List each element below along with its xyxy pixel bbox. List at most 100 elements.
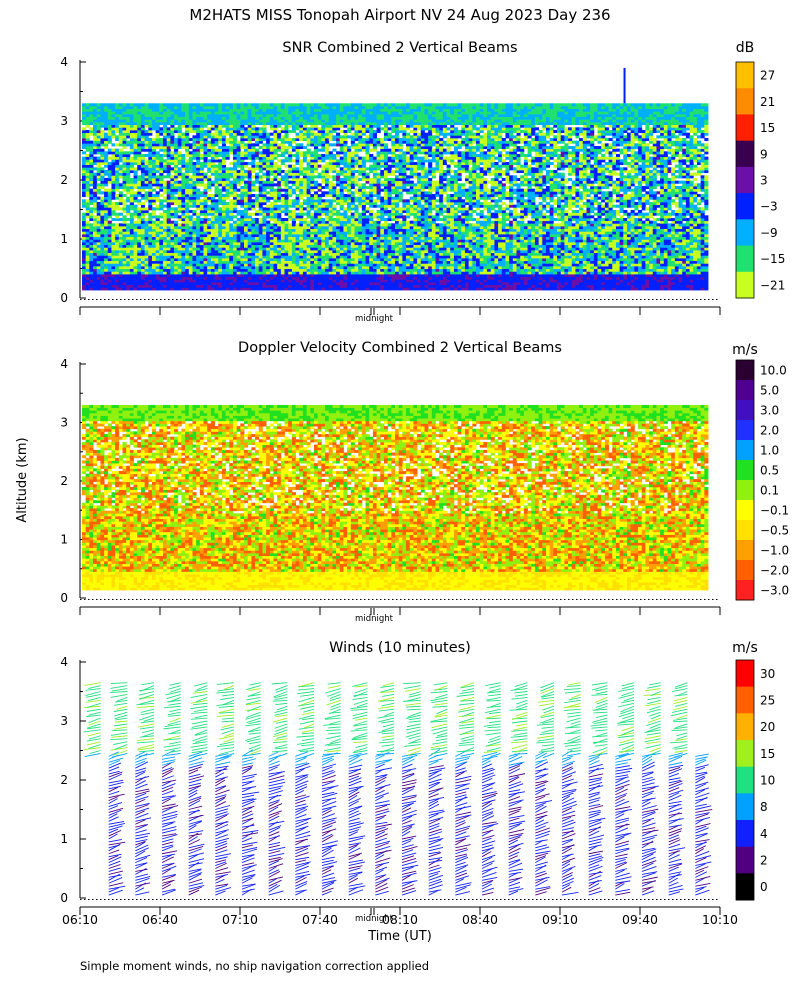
heatmap-cell xyxy=(273,237,277,240)
heatmap-cell xyxy=(126,141,130,144)
heatmap-cell xyxy=(100,285,104,288)
heatmap-cell xyxy=(259,199,263,202)
heatmap-cell xyxy=(347,263,351,266)
heatmap-cell xyxy=(148,103,152,106)
heatmap-cell xyxy=(288,231,292,234)
heatmap-cell xyxy=(111,207,115,210)
heatmap-cell xyxy=(93,239,97,242)
heatmap-cell xyxy=(303,287,307,290)
heatmap-cell xyxy=(248,173,252,176)
heatmap-cell xyxy=(343,213,347,216)
heatmap-cell xyxy=(108,199,112,202)
heatmap-cell xyxy=(134,109,138,112)
heatmap-cell xyxy=(292,175,296,178)
heatmap-cell xyxy=(229,181,233,184)
heatmap-cell xyxy=(314,167,318,170)
heatmap-cell xyxy=(229,274,233,277)
heatmap-cell xyxy=(134,143,138,146)
heatmap-cell xyxy=(134,239,138,242)
heatmap-cell xyxy=(104,231,108,234)
heatmap-cell xyxy=(303,245,307,248)
heatmap-cell xyxy=(343,133,347,136)
heatmap-cell xyxy=(270,151,274,154)
heatmap-cell xyxy=(200,277,204,280)
heatmap-cell xyxy=(255,253,259,256)
heatmap-cell xyxy=(156,258,160,261)
heatmap-cell xyxy=(351,141,355,144)
heatmap-cell xyxy=(89,181,93,184)
heatmap-cell xyxy=(82,191,86,194)
heatmap-cell xyxy=(336,141,340,144)
heatmap-cell xyxy=(299,245,303,248)
heatmap-cell xyxy=(358,106,362,109)
heatmap-cell xyxy=(332,130,336,133)
heatmap-cell xyxy=(111,114,115,117)
heatmap-cell xyxy=(296,239,300,242)
heatmap-cell xyxy=(336,285,340,288)
heatmap-cell xyxy=(273,122,277,125)
heatmap-cell xyxy=(332,282,336,285)
heatmap-cell xyxy=(277,186,281,189)
heatmap-cell xyxy=(207,237,211,240)
heatmap-cell xyxy=(266,287,270,290)
heatmap-cell xyxy=(347,250,351,253)
heatmap-cell xyxy=(86,170,90,173)
heatmap-cell xyxy=(185,135,189,138)
heatmap-cell xyxy=(108,245,112,248)
heatmap-cell xyxy=(115,207,119,210)
heatmap-cell xyxy=(325,277,329,280)
heatmap-cell xyxy=(115,242,119,245)
heatmap-cell xyxy=(310,189,314,192)
heatmap-cell xyxy=(244,223,248,226)
heatmap-cell xyxy=(204,269,208,272)
heatmap-cell xyxy=(97,226,101,229)
heatmap-cell xyxy=(299,218,303,221)
heatmap-cell xyxy=(273,221,277,224)
heatmap-cell xyxy=(141,255,145,258)
heatmap-cell xyxy=(240,197,244,200)
heatmap-cell xyxy=(244,127,248,130)
heatmap-cell xyxy=(130,157,134,160)
heatmap-cell xyxy=(200,125,204,128)
heatmap-cell xyxy=(170,103,174,106)
heatmap-cell xyxy=(307,141,311,144)
heatmap-cell xyxy=(215,119,219,122)
heatmap-cell xyxy=(200,202,204,205)
heatmap-cell xyxy=(97,109,101,112)
heatmap-cell xyxy=(100,199,104,202)
heatmap-cell xyxy=(174,109,178,112)
heatmap-cell xyxy=(288,263,292,266)
heatmap-cell xyxy=(174,245,178,248)
heatmap-cell xyxy=(181,135,185,138)
heatmap-cell xyxy=(343,154,347,157)
heatmap-cell xyxy=(174,111,178,114)
heatmap-cell xyxy=(226,231,230,234)
heatmap-cell xyxy=(229,277,233,280)
heatmap-cell xyxy=(82,271,86,274)
heatmap-cell xyxy=(86,215,90,218)
heatmap-cell xyxy=(152,111,156,114)
heatmap-cell xyxy=(178,170,182,173)
heatmap-cell xyxy=(343,103,347,106)
heatmap-cell xyxy=(288,194,292,197)
heatmap-cell xyxy=(347,226,351,229)
heatmap-cell xyxy=(307,117,311,120)
heatmap-cell xyxy=(134,191,138,194)
heatmap-cell xyxy=(343,287,347,290)
heatmap-cell xyxy=(340,183,344,186)
heatmap-cell xyxy=(262,277,266,280)
heatmap-cell xyxy=(218,285,222,288)
heatmap-cell xyxy=(347,282,351,285)
heatmap-cell xyxy=(329,207,333,210)
heatmap-cell xyxy=(178,141,182,144)
heatmap-cell xyxy=(204,255,208,258)
heatmap-cell xyxy=(262,250,266,253)
heatmap-cell xyxy=(181,250,185,253)
heatmap-cell xyxy=(251,239,255,242)
heatmap-cell xyxy=(259,205,263,208)
heatmap-cell xyxy=(310,170,314,173)
heatmap-cell xyxy=(325,109,329,112)
heatmap-cell xyxy=(200,165,204,168)
heatmap-cell xyxy=(251,135,255,138)
heatmap-cell xyxy=(262,183,266,186)
